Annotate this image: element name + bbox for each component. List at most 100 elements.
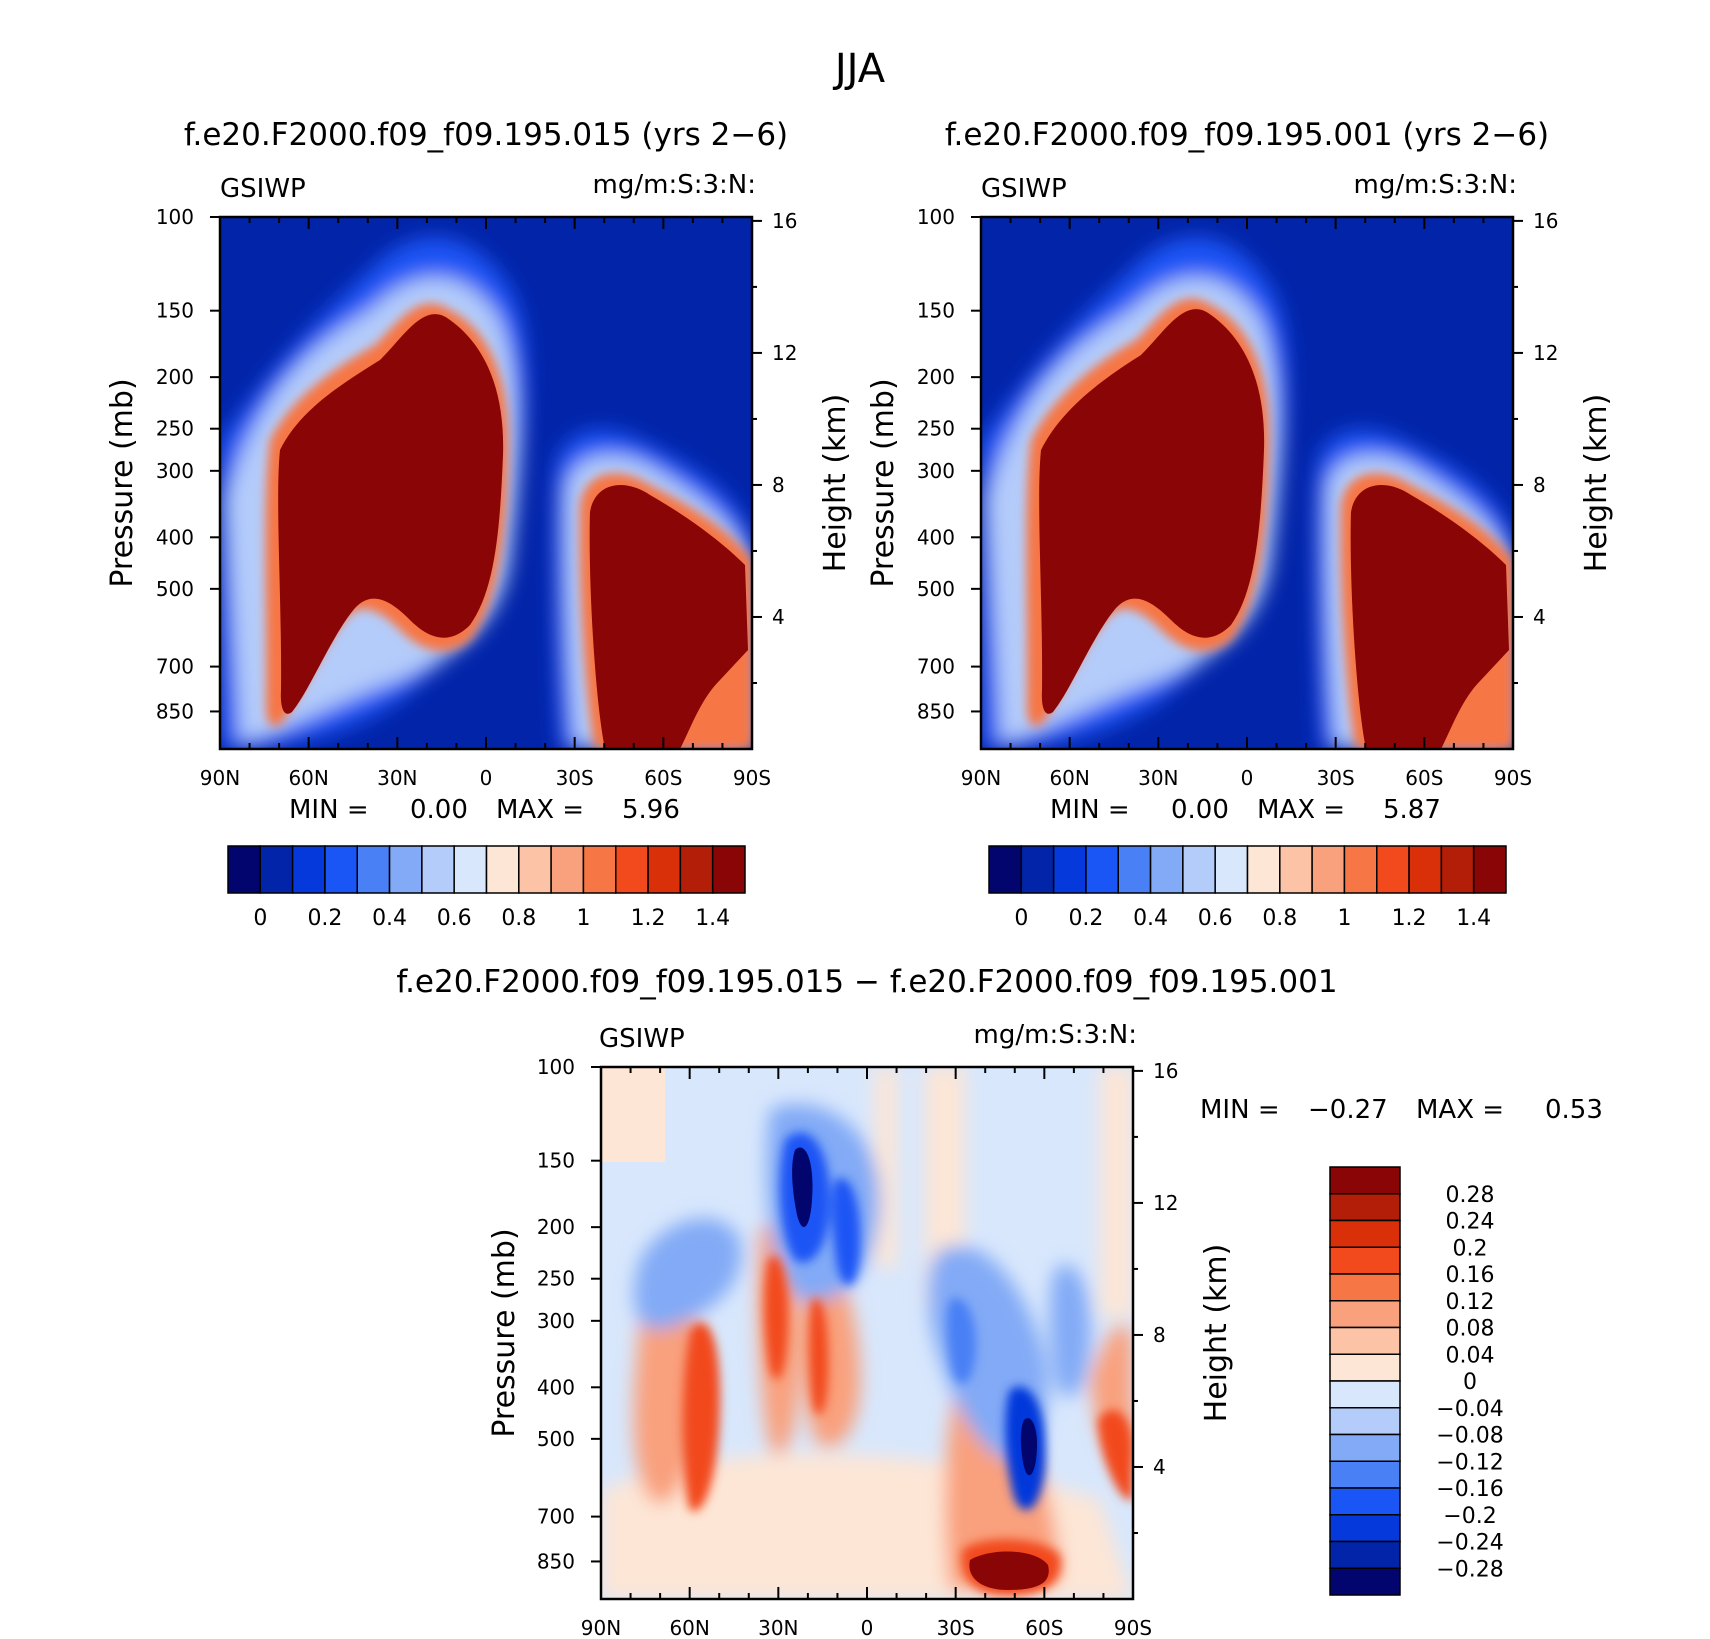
x-tick-label: 90N (961, 766, 1001, 790)
colorbar-label: 0.4 (1133, 906, 1168, 931)
colorbar-swatch (1329, 1193, 1401, 1222)
colorbar-label: −0.04 (1436, 1397, 1503, 1422)
panel-2-min: 0.00 (1171, 795, 1229, 825)
x-tick-label: 60N (288, 766, 328, 790)
colorbar-swatch (1472, 845, 1507, 894)
colorbar-swatch (1329, 1380, 1401, 1409)
height-tick-label: 16 (1153, 1059, 1178, 1083)
panel-2-axes: 90N 60N 30N 0 30S 60S 90S 100 150 200 250 300 400 500… (917, 205, 1559, 790)
panel-2-variable: GSIWP (981, 174, 1067, 204)
colorbar-label: 0.4 (372, 906, 407, 931)
colorbar-label: 1.4 (695, 906, 730, 931)
x-tick-label: 30N (1138, 766, 1178, 790)
x-tick-label: 0 (480, 766, 493, 790)
panel-1-field (220, 217, 752, 749)
panel-1-ylabel: Pressure (mb) (105, 378, 140, 587)
colorbar-swatch (988, 845, 1023, 894)
colorbar-swatch (1376, 845, 1410, 894)
panel-2-ylabel: Pressure (mb) (866, 378, 901, 587)
y-tick-label: 850 (156, 699, 194, 723)
height-tick-label: 8 (1153, 1323, 1166, 1347)
height-tick-label: 12 (772, 341, 797, 365)
panel-3-axes: 90N 60N 30N 0 30S 60S 90S 100 150 200 250 300 400 500… (537, 1055, 1179, 1639)
x-tick-label: 30N (377, 766, 417, 790)
panel-1: f.e20.F2000.f09_f09.195.015 (yrs 2−6) GS… (105, 117, 853, 931)
panel-3-field (601, 1067, 1133, 1599)
y-tick-label: 400 (156, 525, 194, 549)
height-tick-label: 12 (1153, 1191, 1178, 1215)
panel-1-max: 5.96 (622, 795, 680, 825)
colorbar-label: 1 (1337, 906, 1351, 931)
colorbar-swatch (1279, 845, 1313, 894)
panel-1-title: f.e20.F2000.f09_f09.195.015 (yrs 2−6) (184, 117, 788, 153)
colorbar-swatch (1329, 1300, 1401, 1329)
x-tick-label: 60N (669, 1616, 709, 1639)
colorbar-swatch (615, 845, 649, 894)
panel-3-ylabel-right: Height (km) (1199, 1244, 1234, 1423)
y-tick-label: 300 (537, 1309, 575, 1333)
colorbar-swatch (1329, 1407, 1401, 1436)
panel-2: f.e20.F2000.f09_f09.195.001 (yrs 2−6) GS… (866, 117, 1614, 931)
x-tick-label: 60S (644, 766, 682, 790)
colorbar-swatch (1343, 845, 1378, 894)
x-tick-label: 30S (1317, 766, 1355, 790)
colorbar-label: 0 (1014, 906, 1028, 931)
colorbar-swatch (1246, 845, 1281, 894)
colorbar-swatch (1440, 845, 1475, 894)
x-tick-label: 30S (556, 766, 594, 790)
colorbar-label: 0.6 (437, 906, 472, 931)
x-tick-label: 90S (733, 766, 771, 790)
height-tick-label: 8 (1533, 473, 1546, 497)
colorbar-swatch (388, 845, 423, 894)
colorbar-label: 0.6 (1198, 906, 1233, 931)
colorbar-swatch (1329, 1460, 1401, 1489)
colorbar-swatch (1085, 845, 1119, 894)
x-tick-label: 90S (1114, 1616, 1152, 1639)
panel-3-max: 0.53 (1545, 1095, 1603, 1125)
colorbar-label: 0.24 (1446, 1210, 1495, 1235)
colorbar-swatch (1311, 845, 1346, 894)
colorbar-swatch (550, 845, 585, 894)
colorbar-swatch (711, 845, 746, 894)
x-tick-label: 30N (758, 1616, 798, 1639)
colorbar-label: 0.8 (501, 906, 536, 931)
colorbar-swatch (421, 845, 455, 894)
panel-1-max-label: MAX = (496, 795, 584, 825)
panel-2-min-label: MIN = (1050, 795, 1130, 825)
colorbar-swatch (1329, 1353, 1401, 1382)
panel-2-title: f.e20.F2000.f09_f09.195.001 (yrs 2−6) (945, 117, 1549, 153)
colorbar-label: 1.2 (631, 906, 666, 931)
colorbar-swatch (1329, 1246, 1401, 1275)
panel-3-max-label: MAX = (1416, 1095, 1504, 1125)
panel-2-units: mg/m:S:3:N: (1354, 170, 1517, 200)
y-tick-label: 700 (537, 1505, 575, 1529)
colorbar-label: 1 (576, 906, 590, 931)
panel-1-axes: 90N 60N 30N 0 30S 60S 90S 100 150 200 250 300 400 500… (156, 205, 798, 790)
y-tick-label: 500 (537, 1427, 575, 1451)
y-tick-label: 100 (537, 1055, 575, 1079)
panel-3-units: mg/m:S:3:N: (974, 1020, 1137, 1050)
panel-3: f.e20.F2000.f09_f09.195.015 − f.e20.F200… (396, 964, 1602, 1639)
colorbar-label: −0.28 (1436, 1557, 1503, 1582)
colorbar-swatch (1329, 1433, 1401, 1462)
colorbar-swatch (227, 845, 262, 894)
y-tick-label: 150 (156, 299, 194, 323)
x-tick-label: 90N (200, 766, 240, 790)
panel-2-max-label: MAX = (1257, 795, 1345, 825)
y-tick-label: 400 (917, 525, 955, 549)
height-tick-label: 16 (772, 209, 797, 233)
y-tick-label: 200 (917, 365, 955, 389)
panel-1-min: 0.00 (410, 795, 468, 825)
colorbar-label: 0.2 (307, 906, 342, 931)
colorbar-swatch (485, 845, 520, 894)
colorbar-label: 1.2 (1392, 906, 1427, 931)
y-tick-label: 500 (156, 577, 194, 601)
y-tick-label: 150 (537, 1149, 575, 1173)
colorbar-label: 0.04 (1446, 1343, 1495, 1368)
colorbar-label: 0.28 (1446, 1183, 1495, 1208)
colorbar-swatch (1214, 845, 1249, 894)
colorbar-label: 0.8 (1262, 906, 1297, 931)
colorbar-swatch (291, 845, 326, 894)
panel-3-ylabel: Pressure (mb) (487, 1228, 522, 1437)
